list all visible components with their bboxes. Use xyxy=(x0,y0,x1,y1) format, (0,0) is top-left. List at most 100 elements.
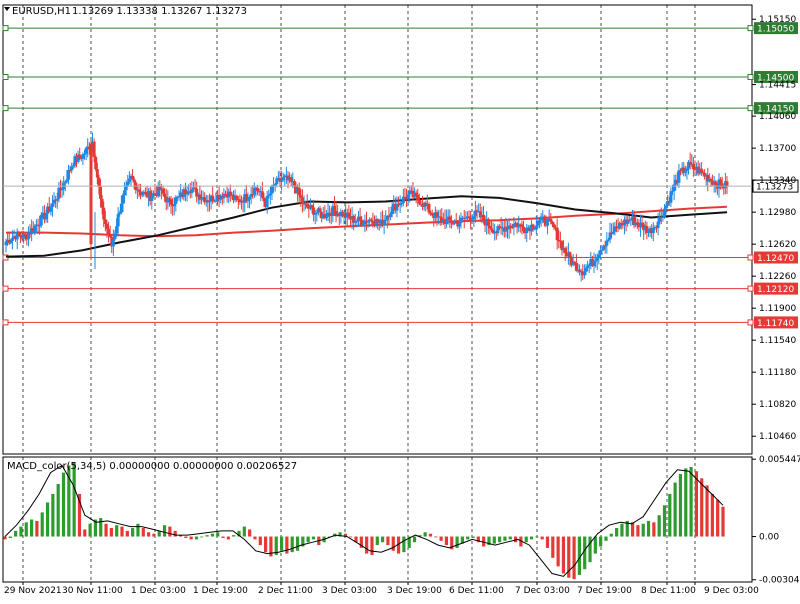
macd-bar xyxy=(609,533,613,537)
candle-body xyxy=(520,224,524,227)
candle-body xyxy=(46,206,50,214)
candle-body xyxy=(438,216,442,218)
candle-body xyxy=(371,220,375,225)
candle-body xyxy=(546,218,550,226)
candle-body xyxy=(701,172,705,174)
macd-bar xyxy=(216,532,220,537)
candle-body xyxy=(150,196,154,201)
candle-body xyxy=(235,195,239,200)
macd-pane-border xyxy=(2,456,753,583)
macd-bar xyxy=(24,522,28,537)
macd-bar xyxy=(418,535,422,537)
macd-title: MACD_color(5,34,5) 0.00000000 0.00000000… xyxy=(7,461,297,472)
candle-body xyxy=(470,219,474,221)
candle-body xyxy=(456,221,460,227)
candle-body xyxy=(581,271,585,276)
level-handle xyxy=(2,319,9,326)
candle-body xyxy=(590,259,594,266)
candle-body xyxy=(232,194,236,201)
current-price-label: 1.13273 xyxy=(756,183,793,193)
candle-body xyxy=(4,241,8,246)
candle-body xyxy=(286,175,290,181)
candle-body xyxy=(424,202,428,206)
candle-body xyxy=(387,215,391,218)
candle-body xyxy=(25,235,29,240)
candle-body xyxy=(212,200,216,202)
candle-body xyxy=(126,181,130,186)
candle-body xyxy=(361,224,365,226)
level-price-label: 1.14500 xyxy=(757,74,794,84)
y-tick-label: 1.11900 xyxy=(759,304,796,314)
candle-body xyxy=(31,228,35,232)
level-handle-right xyxy=(747,74,754,81)
candle-body xyxy=(558,240,562,242)
candle-body xyxy=(159,188,163,191)
candle-body xyxy=(462,217,466,220)
candle-body xyxy=(260,191,264,198)
candle-body xyxy=(304,203,308,205)
candle-body xyxy=(626,219,630,224)
candle-body xyxy=(204,200,208,203)
macd-bar xyxy=(162,525,167,537)
candle-body xyxy=(635,222,639,225)
candle-body xyxy=(717,179,721,189)
candle-body xyxy=(640,222,644,225)
candle-body xyxy=(554,227,558,229)
macd-bar xyxy=(141,528,145,537)
candle-body xyxy=(589,259,593,265)
candle-body xyxy=(131,175,135,180)
macd-bar xyxy=(503,536,507,541)
candle-body xyxy=(398,203,402,206)
candle-body xyxy=(443,219,447,225)
level-handle-right xyxy=(747,319,754,326)
macd-bar xyxy=(295,536,300,551)
macd-bar xyxy=(269,536,273,557)
candle-body xyxy=(262,197,266,202)
candle-body xyxy=(147,191,151,198)
candle-body xyxy=(578,269,582,273)
candle-body xyxy=(703,173,707,177)
candle-body xyxy=(276,178,280,180)
macd-bar xyxy=(242,526,246,537)
candle-body xyxy=(544,222,548,226)
candle-body xyxy=(185,193,189,195)
y-tick-label: 1.10460 xyxy=(759,432,796,442)
candle-body xyxy=(345,212,349,218)
candle-body xyxy=(110,237,114,247)
candle-body xyxy=(664,205,668,209)
candle-body xyxy=(571,261,575,265)
candle-body xyxy=(680,167,684,171)
candle-body xyxy=(517,224,521,228)
candle-body xyxy=(220,195,224,199)
candle-body xyxy=(451,223,455,225)
macd-bar xyxy=(402,536,406,553)
candle-body xyxy=(18,234,22,238)
candle-body xyxy=(158,186,162,191)
candle-body xyxy=(107,229,111,236)
macd-bar xyxy=(668,493,672,537)
candle-body xyxy=(432,215,436,219)
candle-body xyxy=(233,195,237,201)
candle-body xyxy=(393,203,397,211)
candle-body xyxy=(243,194,247,203)
macd-bar xyxy=(40,512,44,537)
candle-body xyxy=(603,245,607,247)
candle-body xyxy=(344,212,348,218)
candle-body xyxy=(356,216,360,221)
candle-body xyxy=(259,191,263,193)
candle-body xyxy=(627,219,631,221)
macd-bar xyxy=(615,528,619,537)
macd-bar xyxy=(599,536,603,547)
candle-body xyxy=(182,189,186,198)
candle-body xyxy=(68,169,72,171)
candle-body xyxy=(326,212,330,217)
candle-body xyxy=(480,214,484,218)
symbol-dropdown-icon[interactable] xyxy=(4,7,10,11)
candle-body xyxy=(619,223,623,225)
macd-bar xyxy=(306,536,310,543)
candle-body xyxy=(161,188,165,194)
candle-body xyxy=(656,221,660,229)
candle-body xyxy=(102,207,106,220)
